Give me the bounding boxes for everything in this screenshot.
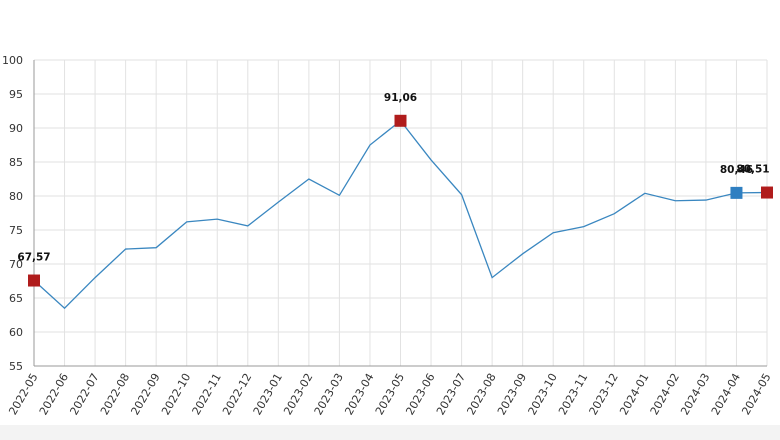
- x-tick-label: 2022-05: [6, 371, 40, 417]
- x-tick-label: 2022-09: [129, 371, 163, 417]
- x-tick-label: 2024-04: [709, 371, 743, 417]
- point-marker: [730, 186, 743, 199]
- x-tick-label: 2023-04: [342, 371, 376, 417]
- x-tick-label: 2022-12: [220, 371, 254, 417]
- x-tick-label: 2022-06: [37, 371, 71, 417]
- x-tick-label: 2024-01: [617, 371, 651, 417]
- x-tick-label: 2023-11: [556, 371, 590, 417]
- x-tick-label: 2023-09: [495, 371, 529, 417]
- x-tick-label: 2022-08: [98, 371, 132, 417]
- y-tick-label: 85: [9, 156, 23, 169]
- point-marker: [28, 274, 40, 287]
- y-tick-label: 95: [9, 88, 23, 101]
- x-tick-label: 2022-07: [67, 371, 101, 417]
- value-label: 80,46: [720, 164, 753, 176]
- x-tick-label: 2023-01: [251, 371, 285, 417]
- x-tick-label: 2023-02: [281, 371, 315, 417]
- x-tick-label: 2023-12: [587, 371, 621, 417]
- x-tick-label: 2023-08: [464, 371, 498, 417]
- x-tick-label: 2022-10: [159, 371, 193, 417]
- x-tick-label: 2023-03: [312, 371, 346, 417]
- y-tick-label: 65: [9, 292, 23, 305]
- point-marker: [394, 114, 407, 127]
- x-tick-label: 2024-03: [678, 371, 712, 417]
- x-tick-label: 2024-02: [648, 371, 682, 417]
- y-tick-label: 100: [2, 54, 23, 67]
- point-marker: [761, 186, 773, 199]
- y-tick-label: 70: [9, 258, 23, 271]
- y-tick-label: 75: [9, 224, 23, 237]
- y-tick-label: 80: [9, 190, 23, 203]
- y-tick-label: 60: [9, 326, 23, 339]
- x-tick-label: 2024-05: [739, 371, 773, 417]
- y-tick-label: 55: [9, 360, 23, 373]
- x-tick-label: 2023-06: [403, 371, 437, 417]
- x-tick-label: 2023-05: [373, 371, 407, 417]
- x-tick-label: 2023-10: [526, 371, 560, 417]
- y-tick-label: 90: [9, 122, 23, 135]
- value-label: 67,57: [17, 252, 50, 264]
- value-label: 91,06: [384, 92, 417, 104]
- x-tick-label: 2022-11: [190, 371, 224, 417]
- footer-band: [0, 425, 780, 440]
- x-tick-label: 2023-07: [434, 371, 468, 417]
- value-label: 80,51: [736, 164, 769, 176]
